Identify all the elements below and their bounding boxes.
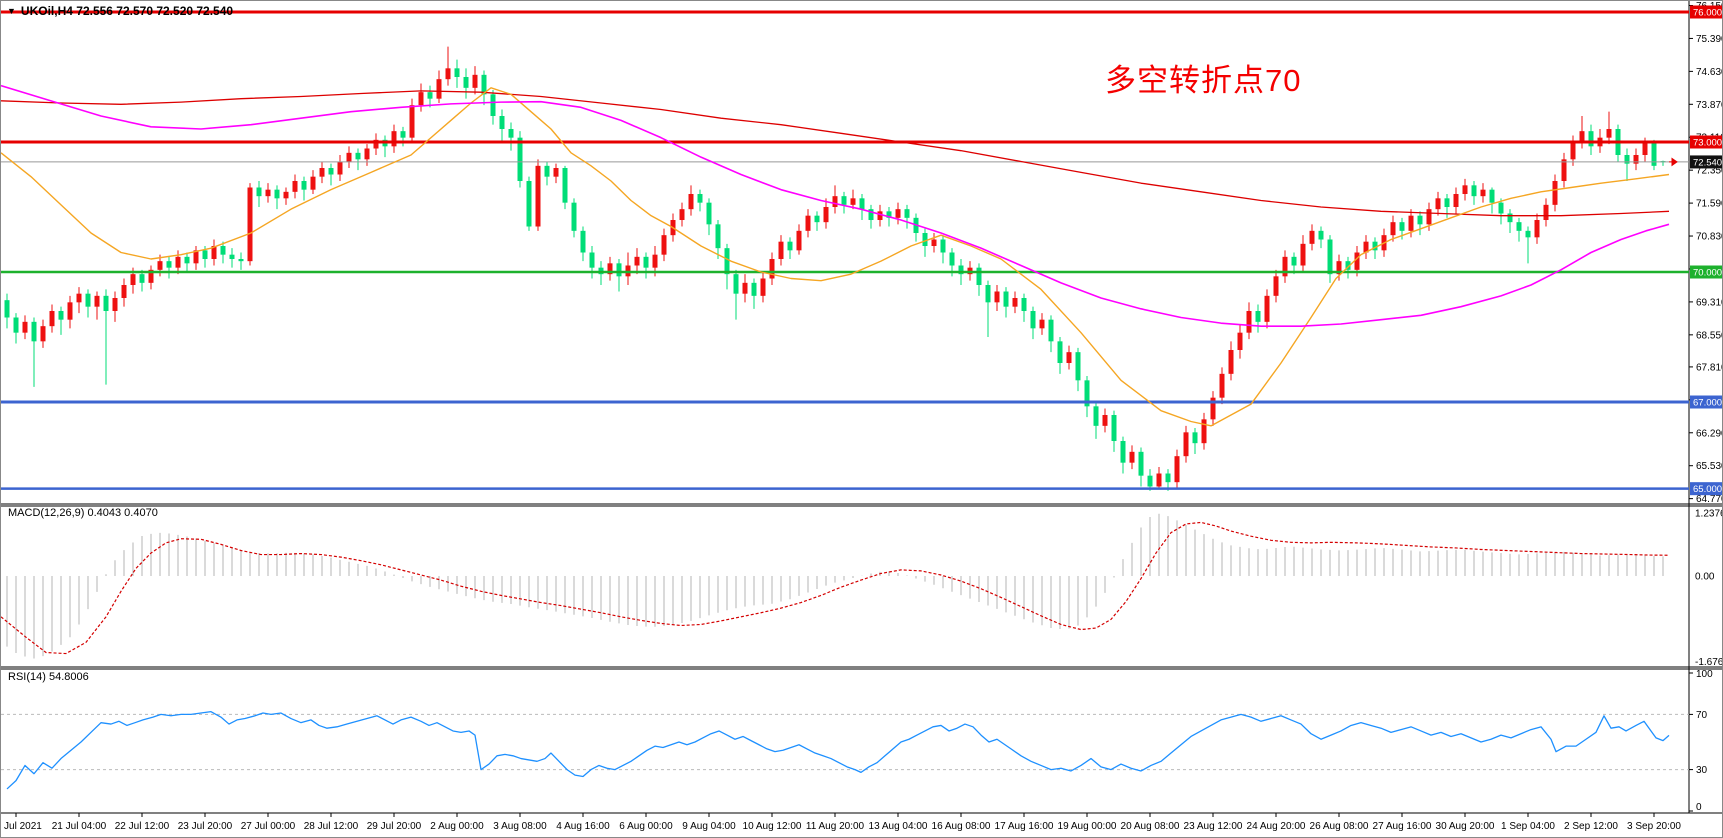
svg-text:30 Aug 20:00: 30 Aug 20:00	[1436, 821, 1495, 832]
svg-text:69.310: 69.310	[1696, 297, 1723, 308]
svg-text:0.00: 0.00	[1695, 572, 1715, 583]
svg-text:26 Aug 08:00: 26 Aug 08:00	[1310, 821, 1369, 832]
svg-text:1.2376: 1.2376	[1695, 508, 1723, 519]
svg-text:19 Aug 00:00: 19 Aug 00:00	[1058, 821, 1117, 832]
svg-text:3 Aug 08:00: 3 Aug 08:00	[493, 821, 547, 832]
svg-text:-1.6762: -1.6762	[1695, 657, 1723, 668]
svg-text:75.390: 75.390	[1696, 34, 1723, 45]
svg-text:24 Aug 20:00: 24 Aug 20:00	[1247, 821, 1306, 832]
svg-text:0: 0	[1696, 802, 1702, 813]
svg-text:65.000: 65.000	[1693, 484, 1722, 495]
svg-text:73.000: 73.000	[1693, 138, 1722, 149]
svg-text:10 Aug 12:00: 10 Aug 12:00	[743, 821, 802, 832]
svg-text:30: 30	[1696, 765, 1708, 776]
chart-title-row: ▼ UKOil,H4 72.556 72.570 72.520 72.540	[7, 4, 233, 18]
svg-text:9 Aug 04:00: 9 Aug 04:00	[682, 821, 736, 832]
svg-text:29 Jul 20:00: 29 Jul 20:00	[367, 821, 422, 832]
horizontal-level-lines[interactable]	[1, 10, 1689, 490]
price-badge	[1690, 482, 1722, 496]
time-axis[interactable]: 19 Jul 2021 21 Jul 04:00 22 Jul 12:00 23 Ju…	[1, 813, 1681, 832]
svg-text:71.590: 71.590	[1696, 199, 1723, 210]
price-badge	[1690, 155, 1722, 169]
svg-text:66.290: 66.290	[1696, 428, 1723, 439]
current-price-arrow-icon	[1669, 157, 1678, 167]
svg-text:72.540: 72.540	[1693, 157, 1722, 168]
svg-text:19 Jul 2021: 19 Jul 2021	[1, 821, 42, 832]
svg-text:17 Aug 16:00: 17 Aug 16:00	[995, 821, 1054, 832]
macd-panel[interactable]	[1, 513, 1670, 659]
svg-text:11 Aug 20:00: 11 Aug 20:00	[806, 821, 865, 832]
svg-text:64.770: 64.770	[1696, 494, 1723, 505]
price-badge	[1690, 135, 1722, 149]
svg-text:3 Sep 20:00: 3 Sep 20:00	[1627, 821, 1681, 832]
moving-averages	[1, 84, 1670, 427]
svg-text:20 Aug 08:00: 20 Aug 08:00	[1121, 821, 1180, 832]
svg-text:70.830: 70.830	[1696, 232, 1723, 243]
svg-text:70: 70	[1696, 710, 1708, 721]
svg-text:2 Aug 00:00: 2 Aug 00:00	[430, 821, 484, 832]
svg-text:65.530: 65.530	[1696, 461, 1723, 472]
rsi-panel[interactable]	[1, 710, 1689, 790]
svg-text:16 Aug 08:00: 16 Aug 08:00	[932, 821, 991, 832]
chevron-down-icon[interactable]: ▼	[7, 6, 16, 16]
svg-text:100: 100	[1696, 669, 1713, 680]
svg-text:67.810: 67.810	[1696, 362, 1723, 373]
price-badge	[1690, 395, 1722, 409]
svg-text:2 Sep 12:00: 2 Sep 12:00	[1564, 821, 1618, 832]
svg-text:23 Jul 20:00: 23 Jul 20:00	[178, 821, 233, 832]
svg-text:13 Aug 04:00: 13 Aug 04:00	[869, 821, 928, 832]
indicator-scales: 1.2376 0.00 -1.6762100 70 30 0	[1689, 508, 1723, 813]
symbol-ohlc-title: UKOil,H4 72.556 72.570 72.520 72.540	[20, 4, 234, 18]
svg-text:22 Jul 12:00: 22 Jul 12:00	[115, 821, 170, 832]
svg-text:74.630: 74.630	[1696, 67, 1723, 78]
macd-indicator-label: MACD(12,26,9) 0.4043 0.4070	[8, 507, 158, 519]
chart-text-annotation[interactable]: 多空转折点70	[1105, 63, 1302, 98]
svg-text:67.000: 67.000	[1693, 398, 1722, 409]
rsi-indicator-label: RSI(14) 54.8006	[8, 671, 89, 683]
price-axis: 76.15075.39074.63073.87073.11072.35071.5…	[1689, 1, 1723, 505]
svg-text:21 Jul 04:00: 21 Jul 04:00	[52, 821, 107, 832]
svg-text:1 Sep 04:00: 1 Sep 04:00	[1501, 821, 1555, 832]
svg-text:6 Aug 00:00: 6 Aug 00:00	[619, 821, 673, 832]
svg-text:23 Aug 12:00: 23 Aug 12:00	[1184, 821, 1243, 832]
svg-text:76.000: 76.000	[1693, 8, 1722, 19]
svg-text:70.000: 70.000	[1693, 268, 1722, 279]
svg-text:68.550: 68.550	[1696, 330, 1723, 341]
price-badge	[1690, 5, 1722, 19]
svg-text:73.870: 73.870	[1696, 100, 1723, 111]
svg-text:72.350: 72.350	[1696, 166, 1723, 177]
price-badge	[1690, 265, 1722, 279]
svg-text:28 Jul 12:00: 28 Jul 12:00	[304, 821, 359, 832]
svg-text:27 Jul 00:00: 27 Jul 00:00	[241, 821, 296, 832]
svg-text:27 Aug 16:00: 27 Aug 16:00	[1373, 821, 1432, 832]
svg-text:4 Aug 16:00: 4 Aug 16:00	[556, 821, 610, 832]
